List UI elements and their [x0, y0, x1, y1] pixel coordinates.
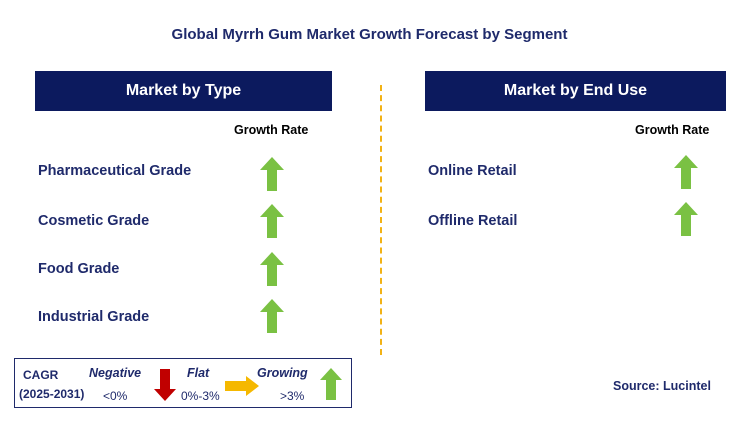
- legend-flat-range: 0%-3%: [181, 389, 220, 403]
- legend-flat-label: Flat: [187, 366, 210, 380]
- growing-arrow-up-icon: [260, 252, 284, 286]
- growing-arrow-up-icon: [260, 204, 284, 238]
- chart-title: Global Myrrh Gum Market Growth Forecast …: [171, 26, 568, 43]
- legend-cagr-label: CAGR: [23, 368, 59, 382]
- row-label-cosmetic-grade: Cosmetic Grade: [38, 213, 150, 229]
- growing-arrow-up-icon: [674, 202, 698, 236]
- growth-rate-label-right: Growth Rate: [635, 123, 710, 137]
- negative-arrow-down-icon: [154, 369, 176, 401]
- flat-arrow-right-icon: [225, 376, 259, 396]
- row-label-offline-retail: Offline Retail: [428, 213, 518, 229]
- growing-arrow-up-icon: [674, 155, 698, 189]
- market-by-end-use-header: Market by End Use: [425, 71, 726, 111]
- legend-negative-label: Negative: [89, 366, 142, 380]
- cagr-legend: CAGR (2025-2031) Negative <0% Flat 0%-3%…: [14, 358, 352, 408]
- row-label-pharmaceutical-grade: Pharmaceutical Grade: [38, 163, 192, 179]
- source-note: Source: Lucintel: [613, 379, 711, 393]
- row-label-online-retail: Online Retail: [428, 163, 517, 179]
- growth-rate-label-left: Growth Rate: [234, 123, 309, 137]
- legend-growing-label: Growing: [257, 366, 308, 380]
- growing-arrow-up-icon: [320, 368, 342, 400]
- panel-divider: [380, 85, 382, 355]
- row-label-food-grade: Food Grade: [38, 261, 120, 277]
- legend-period: (2025-2031): [19, 387, 85, 401]
- market-by-type-header: Market by Type: [35, 71, 332, 111]
- legend-negative-range: <0%: [103, 389, 128, 403]
- growing-arrow-up-icon: [260, 157, 284, 191]
- growing-arrow-up-icon: [260, 299, 284, 333]
- row-label-industrial-grade: Industrial Grade: [38, 309, 150, 325]
- legend-growing-range: >3%: [280, 389, 305, 403]
